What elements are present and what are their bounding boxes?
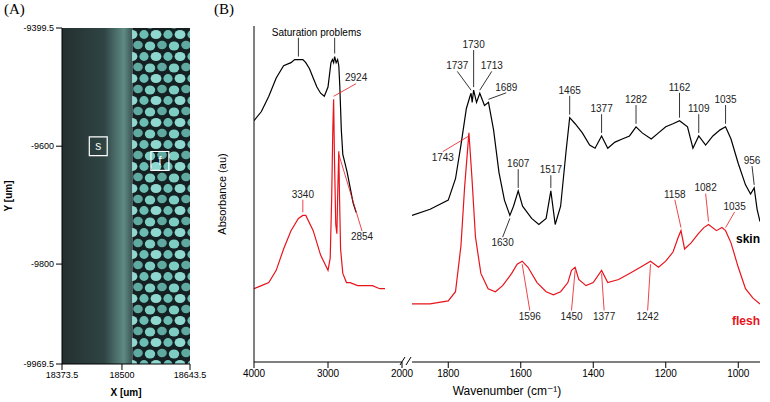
svg-text:-9600: -9600 — [31, 141, 54, 151]
svg-text:1158: 1158 — [664, 189, 686, 200]
svg-text:18500: 18500 — [109, 370, 134, 380]
svg-text:1282: 1282 — [625, 94, 648, 105]
svg-text:1800: 1800 — [437, 368, 460, 379]
svg-text:1596: 1596 — [519, 311, 542, 322]
svg-text:2854: 2854 — [351, 231, 374, 242]
svg-text:1377: 1377 — [593, 311, 616, 322]
svg-text:18643.5: 18643.5 — [174, 370, 207, 380]
svg-text:1730: 1730 — [463, 39, 486, 50]
svg-text:flesh: flesh — [732, 314, 760, 328]
svg-text:1465: 1465 — [559, 85, 582, 96]
svg-text:1600: 1600 — [510, 368, 533, 379]
svg-text:-9399.5: -9399.5 — [23, 23, 54, 33]
svg-text:4000: 4000 — [243, 368, 266, 379]
svg-text:skin: skin — [736, 232, 760, 246]
svg-text:s: s — [95, 139, 101, 153]
svg-text:3340: 3340 — [292, 189, 315, 200]
html-text:(A): (A) — [4, 1, 25, 17]
svg-text:Saturation problems: Saturation problems — [272, 27, 362, 38]
svg-text:Absorbance (au): Absorbance (au) — [216, 153, 228, 234]
svg-text:1035: 1035 — [724, 201, 747, 212]
svg-text:-9969.5: -9969.5 — [23, 359, 54, 369]
svg-text:1689: 1689 — [495, 82, 518, 93]
svg-text:1035: 1035 — [714, 94, 737, 105]
svg-text:-9800: -9800 — [31, 259, 54, 269]
svg-text:f: f — [158, 154, 162, 168]
svg-text:1607: 1607 — [507, 158, 530, 169]
svg-text:3000: 3000 — [317, 368, 340, 379]
svg-text:1162: 1162 — [669, 82, 691, 93]
svg-text:1377: 1377 — [590, 103, 613, 114]
svg-text:1713: 1713 — [481, 60, 504, 71]
svg-text:1400: 1400 — [582, 368, 605, 379]
svg-text:2924: 2924 — [345, 72, 368, 83]
svg-text:Y [um]: Y [um] — [3, 181, 14, 212]
svg-text:1000: 1000 — [727, 368, 750, 379]
svg-text:2000: 2000 — [391, 368, 414, 379]
html-text:Wavenumber (cm⁻¹): Wavenumber (cm⁻¹) — [452, 384, 562, 398]
svg-text:X [um]: X [um] — [110, 387, 141, 398]
svg-text:1630: 1630 — [492, 237, 515, 248]
svg-text:1200: 1200 — [655, 368, 678, 379]
html-text:(B): (B) — [214, 1, 234, 17]
svg-text:1737: 1737 — [446, 60, 469, 71]
svg-text:1109: 1109 — [688, 103, 710, 114]
svg-text:1242: 1242 — [637, 311, 660, 322]
svg-text:956: 956 — [744, 155, 761, 166]
svg-text:1082: 1082 — [695, 182, 718, 193]
svg-text:1450: 1450 — [560, 311, 583, 322]
svg-text:18373.5: 18373.5 — [46, 370, 79, 380]
svg-text:1743: 1743 — [432, 152, 455, 163]
svg-text:1517: 1517 — [540, 164, 563, 175]
